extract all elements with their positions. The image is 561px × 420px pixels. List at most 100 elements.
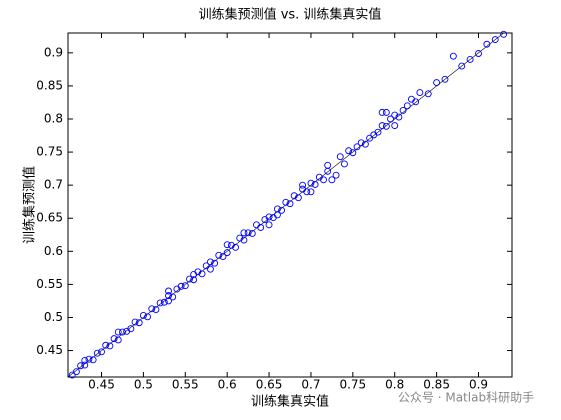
point — [387, 115, 394, 123]
x-tick-label: 0.5 — [134, 378, 153, 392]
point — [441, 75, 449, 83]
watermark: 公众号 · Matlab科研助手 — [398, 391, 534, 405]
point — [110, 335, 118, 343]
point — [378, 122, 386, 130]
point — [403, 102, 411, 110]
point — [399, 106, 407, 114]
point — [374, 128, 382, 136]
point — [219, 253, 227, 261]
y-tick-label: 0.55 — [36, 277, 63, 291]
point — [190, 276, 198, 284]
point — [248, 229, 256, 237]
x-tick-label: 0.85 — [423, 378, 450, 392]
point — [232, 243, 239, 251]
point — [119, 328, 126, 336]
point — [412, 98, 420, 106]
point — [361, 140, 369, 148]
point — [206, 265, 214, 273]
point — [299, 181, 307, 189]
point — [215, 251, 223, 259]
point — [328, 176, 336, 184]
point — [211, 259, 219, 267]
point — [81, 357, 89, 364]
point — [72, 368, 80, 376]
point — [345, 147, 353, 155]
point — [294, 194, 302, 202]
y-tick-label: 0.5 — [44, 310, 63, 324]
point — [353, 143, 361, 151]
x-tick-label: 0.45 — [88, 378, 115, 392]
point — [500, 30, 508, 38]
point — [98, 348, 105, 356]
point — [307, 179, 315, 187]
point — [240, 229, 248, 237]
point — [286, 200, 294, 208]
y-tick-label: 0.75 — [36, 145, 63, 159]
point — [475, 50, 482, 57]
point — [395, 113, 403, 121]
point — [382, 108, 390, 116]
point — [332, 171, 340, 179]
point — [139, 312, 147, 319]
point — [433, 79, 441, 87]
point — [152, 306, 160, 313]
point — [382, 122, 390, 130]
point — [144, 313, 152, 321]
point — [244, 229, 252, 237]
point — [114, 336, 122, 344]
point — [290, 192, 298, 200]
point — [169, 293, 177, 301]
point — [273, 211, 281, 219]
y-tick-label: 0.6 — [44, 244, 63, 258]
point — [311, 181, 319, 188]
point — [177, 282, 185, 290]
chart-title: 训练集预测值 vs. 训练集真实值 — [199, 7, 382, 23]
point — [449, 52, 457, 60]
x-tick-label: 0.65 — [256, 378, 283, 392]
point — [106, 342, 114, 350]
point — [68, 371, 76, 379]
point — [458, 62, 466, 70]
point — [483, 40, 491, 48]
point — [148, 305, 156, 313]
point — [93, 349, 101, 357]
y-tick-label: 0.45 — [36, 343, 63, 357]
point — [357, 139, 365, 147]
point — [324, 161, 332, 169]
point — [391, 122, 399, 130]
point — [102, 341, 110, 349]
point — [186, 275, 193, 283]
point — [378, 108, 386, 116]
point — [236, 234, 244, 242]
point — [156, 299, 164, 307]
point — [165, 297, 172, 305]
point — [416, 89, 424, 96]
point — [336, 153, 344, 161]
x-axis-label: 训练集真实值 — [251, 394, 329, 410]
y-tick-label: 0.9 — [44, 45, 63, 59]
point — [89, 356, 97, 364]
point — [391, 111, 399, 119]
point — [114, 328, 122, 336]
x-tick-label: 0.6 — [218, 378, 237, 392]
point — [282, 198, 290, 206]
point — [307, 188, 315, 196]
y-tick-label: 0.7 — [44, 178, 63, 192]
y-tick-label: 0.8 — [44, 112, 63, 126]
point — [424, 90, 432, 98]
point — [265, 221, 273, 229]
point — [85, 355, 93, 363]
point — [491, 36, 499, 44]
point — [349, 149, 357, 157]
x-tick-label: 0.75 — [339, 378, 366, 392]
point — [165, 287, 172, 295]
point — [257, 224, 265, 231]
point — [303, 188, 311, 196]
point — [265, 213, 273, 221]
x-tick-label: 0.55 — [172, 378, 199, 392]
plot-area — [67, 32, 513, 378]
point — [466, 56, 474, 63]
point — [81, 361, 89, 369]
point — [181, 282, 189, 290]
